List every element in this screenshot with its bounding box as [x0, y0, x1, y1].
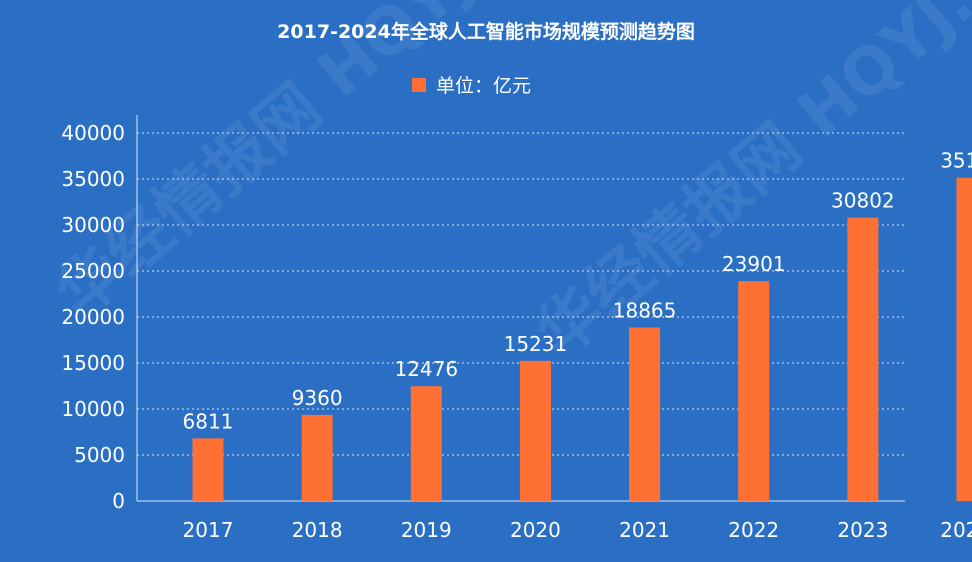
y-tick-label: 5000	[74, 443, 125, 467]
data-label-2019: 12476	[394, 357, 458, 381]
bar-2018	[301, 414, 333, 501]
bar-2017	[192, 438, 224, 501]
legend: 单位：亿元	[412, 75, 531, 97]
y-tick-label: 25000	[61, 259, 125, 283]
data-label-2022: 23901	[722, 252, 786, 276]
y-tick-label: 20000	[61, 305, 125, 329]
bar-2022	[738, 281, 770, 501]
data-label-2017: 6811	[183, 409, 234, 433]
bar-2023	[847, 217, 879, 502]
y-tick-label: 35000	[61, 167, 125, 191]
grid-layer	[137, 132, 905, 456]
bar-2020	[519, 360, 551, 501]
bar-2024E	[956, 177, 972, 501]
x-tick-label-2024E: 2024E	[940, 518, 972, 542]
watermark-group: 华经情报网 HQYJ.COM 华经情报网 HQYJ.COM	[43, 0, 972, 372]
watermark-1: 华经情报网 HQYJ.COM	[43, 0, 634, 332]
x-tick-label-2022: 2022	[728, 518, 779, 542]
bar-2021	[629, 327, 661, 501]
label-layer: 6811 9360 12476 15231 18865 23901 30802 35137	[183, 149, 972, 434]
bar-layer	[192, 177, 972, 502]
x-tick-label-2019: 2019	[401, 518, 452, 542]
data-label-2023: 30802	[831, 189, 895, 213]
x-tick-label-2021: 2021	[619, 518, 670, 542]
legend-label: 单位：亿元	[436, 75, 531, 97]
x-tick-label-2017: 2017	[183, 518, 234, 542]
x-tick-label-2023: 2023	[837, 518, 888, 542]
data-label-2020: 15231	[504, 332, 568, 356]
y-tick-label: 40000	[61, 121, 125, 145]
legend-swatch	[412, 78, 426, 92]
chart-title: 2017-2024年全球人工智能市场规模预测趋势图	[277, 20, 695, 43]
data-label-2024E: 35137	[940, 149, 972, 173]
y-tick-label: 15000	[61, 351, 125, 375]
data-label-2018: 9360	[292, 386, 343, 410]
y-tick-label: 0	[112, 489, 125, 513]
y-tick-label: 10000	[61, 397, 125, 421]
y-tick-label: 30000	[61, 213, 125, 237]
data-label-2021: 18865	[613, 298, 677, 322]
bar-2019	[410, 386, 442, 501]
x-tick-label-2018: 2018	[292, 518, 343, 542]
x-tick-label-2020: 2020	[510, 518, 561, 542]
axis-layer: 0 5000 10000 15000 20000 25000 30000 35000 40000…	[61, 115, 972, 542]
